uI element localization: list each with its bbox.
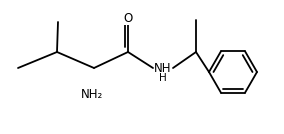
Text: H: H [159, 73, 167, 83]
Text: O: O [123, 12, 133, 25]
Text: NH: NH [154, 62, 172, 75]
Text: NH₂: NH₂ [81, 88, 103, 101]
